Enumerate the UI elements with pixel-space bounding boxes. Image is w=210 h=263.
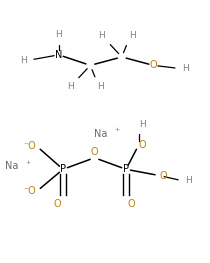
Text: O: O bbox=[91, 147, 98, 157]
Text: H: H bbox=[139, 120, 146, 129]
Text: H: H bbox=[67, 82, 74, 91]
Text: H: H bbox=[129, 31, 136, 40]
Text: +: + bbox=[25, 160, 30, 165]
Text: H: H bbox=[97, 82, 104, 91]
Text: ⁻O: ⁻O bbox=[23, 186, 36, 196]
Text: Na: Na bbox=[94, 129, 108, 139]
Text: P: P bbox=[60, 164, 66, 174]
Text: H: H bbox=[182, 64, 189, 73]
Text: O: O bbox=[54, 199, 62, 209]
Text: P: P bbox=[123, 164, 129, 174]
Text: O: O bbox=[150, 60, 157, 70]
Text: +: + bbox=[114, 127, 120, 132]
Text: O: O bbox=[160, 171, 167, 181]
Text: Na: Na bbox=[5, 161, 18, 171]
Text: N: N bbox=[55, 50, 63, 60]
Text: O: O bbox=[139, 140, 146, 150]
Text: H: H bbox=[186, 176, 192, 185]
Text: H: H bbox=[55, 30, 62, 39]
Text: ⁻O: ⁻O bbox=[23, 141, 36, 151]
Text: O: O bbox=[127, 199, 135, 209]
Text: H: H bbox=[98, 31, 105, 40]
Text: H: H bbox=[20, 55, 26, 65]
